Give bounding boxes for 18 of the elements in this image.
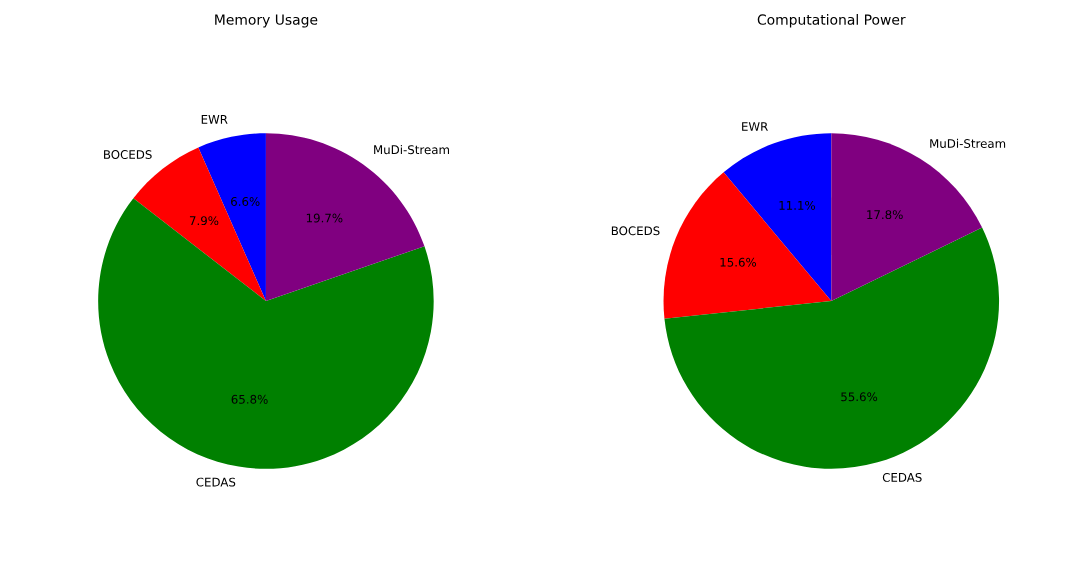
chart-title: Computational Power xyxy=(757,14,906,28)
data-label: 19.7% xyxy=(306,213,343,223)
data-label: 17.8% xyxy=(867,210,903,220)
data-label: 7.9% xyxy=(189,216,219,226)
data-label: 11.1% xyxy=(779,200,816,210)
data-label: 6.6% xyxy=(231,197,260,206)
slice-label: MuDi-Stream xyxy=(374,145,449,155)
slice-label: MuDi-Stream xyxy=(930,138,1006,148)
slice-label: CEDAS xyxy=(196,477,236,487)
slice-label: BOCEDS xyxy=(611,226,660,236)
slice-label: BOCEDS xyxy=(104,150,152,159)
data-label: 55.6% xyxy=(841,392,878,402)
slice-label: CEDAS xyxy=(882,472,922,482)
data-label: 15.6% xyxy=(720,257,757,267)
slice-label: EWR xyxy=(201,115,228,124)
data-label: 65.8% xyxy=(231,394,268,404)
chart-title: Memory Usage xyxy=(215,14,318,28)
slice-label: EWR xyxy=(742,122,768,131)
